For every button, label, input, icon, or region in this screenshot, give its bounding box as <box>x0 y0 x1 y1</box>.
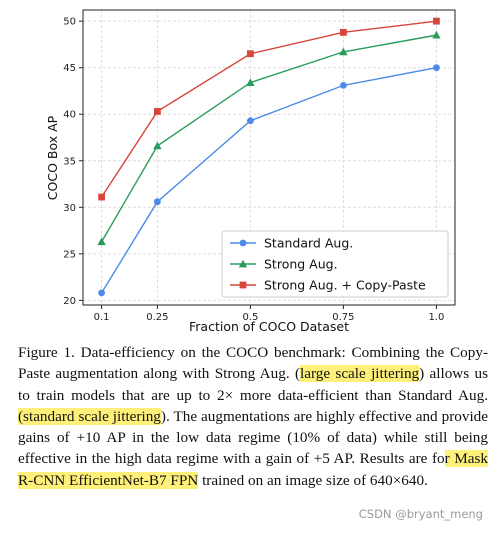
series-group <box>97 17 441 297</box>
figure-caption: Figure 1. Data-efficiency on the COCO be… <box>18 342 488 491</box>
series-line-strong-aug-copy-paste <box>101 20 437 198</box>
x-tick-label: 0.25 <box>146 312 168 323</box>
y-tick-label: 20 <box>63 296 76 307</box>
data-point-strong-aug <box>432 30 441 39</box>
y-tick-label: 30 <box>63 203 76 214</box>
data-point-standard-aug <box>98 289 105 297</box>
data-point-strong-aug-copy-paste <box>433 17 440 25</box>
legend: Standard Aug. Strong Aug. Strong Aug. + Co… <box>221 230 449 298</box>
data-point-standard-aug <box>154 198 161 206</box>
y-tick-label: 50 <box>63 17 76 28</box>
caption-highlight: (standard scale jittering <box>18 407 161 425</box>
watermark: CSDN @bryant_meng <box>358 507 483 521</box>
y-tick-label: 45 <box>63 63 76 74</box>
x-tick-label: 1.0 <box>428 312 444 323</box>
caption-highlight: large scale jittering <box>300 365 420 383</box>
legend-marker-standard-aug <box>239 239 247 247</box>
data-point-strong-aug <box>339 47 348 56</box>
data-point-strong-aug <box>246 78 255 86</box>
legend-entry: Strong Aug. <box>230 257 338 272</box>
plot-frame <box>82 9 456 306</box>
x-axis-label: Fraction of COCO Dataset <box>189 319 349 334</box>
data-point-standard-aug <box>247 117 254 125</box>
legend-label: Strong Aug. + Copy-Paste <box>264 278 426 293</box>
legend-marker-strong-aug-copy-paste <box>239 281 247 289</box>
legend-label: Standard Aug. <box>264 236 353 251</box>
chart: 0.1 0.25 0.5 0.75 1.0 20 25 30 35 40 45 50 Fraction… <box>45 9 456 334</box>
legend-marker-strong-aug <box>238 259 248 268</box>
caption-text: trained on an image size of 640×640. <box>198 471 428 489</box>
y-tick-label: 40 <box>63 110 76 121</box>
x-tick-label: 0.1 <box>94 312 110 323</box>
legend-entry: Standard Aug. <box>230 236 353 251</box>
data-point-standard-aug <box>433 64 440 72</box>
legend-entry: Strong Aug. + Copy-Paste <box>230 278 426 293</box>
y-axis-label: COCO Box AP <box>45 115 60 200</box>
data-point-strong-aug-copy-paste <box>98 193 105 201</box>
data-point-strong-aug <box>153 141 162 150</box>
x-tick-label: 0.75 <box>332 312 354 323</box>
data-point-strong-aug-copy-paste <box>154 108 161 115</box>
axis-ticks: 0.1 0.25 0.5 0.75 1.0 20 25 30 35 40 45 50 <box>63 17 444 323</box>
data-point-strong-aug <box>97 237 106 246</box>
data-point-strong-aug-copy-paste <box>247 50 254 58</box>
data-point-strong-aug-copy-paste <box>340 28 347 36</box>
y-tick-label: 25 <box>63 249 76 260</box>
caption-text: ) allows us to train models that are up … <box>18 365 488 404</box>
x-tick-label: 0.5 <box>242 312 258 323</box>
y-tick-label: 35 <box>63 156 76 167</box>
data-point-standard-aug <box>340 81 347 89</box>
caption-text: ). The augmentations are highly effectiv… <box>18 407 489 468</box>
caption-text: Figure 1. Data-efficiency on the COCO be… <box>18 344 488 383</box>
legend-label: Strong Aug. <box>264 257 338 272</box>
legend-box <box>221 230 449 298</box>
